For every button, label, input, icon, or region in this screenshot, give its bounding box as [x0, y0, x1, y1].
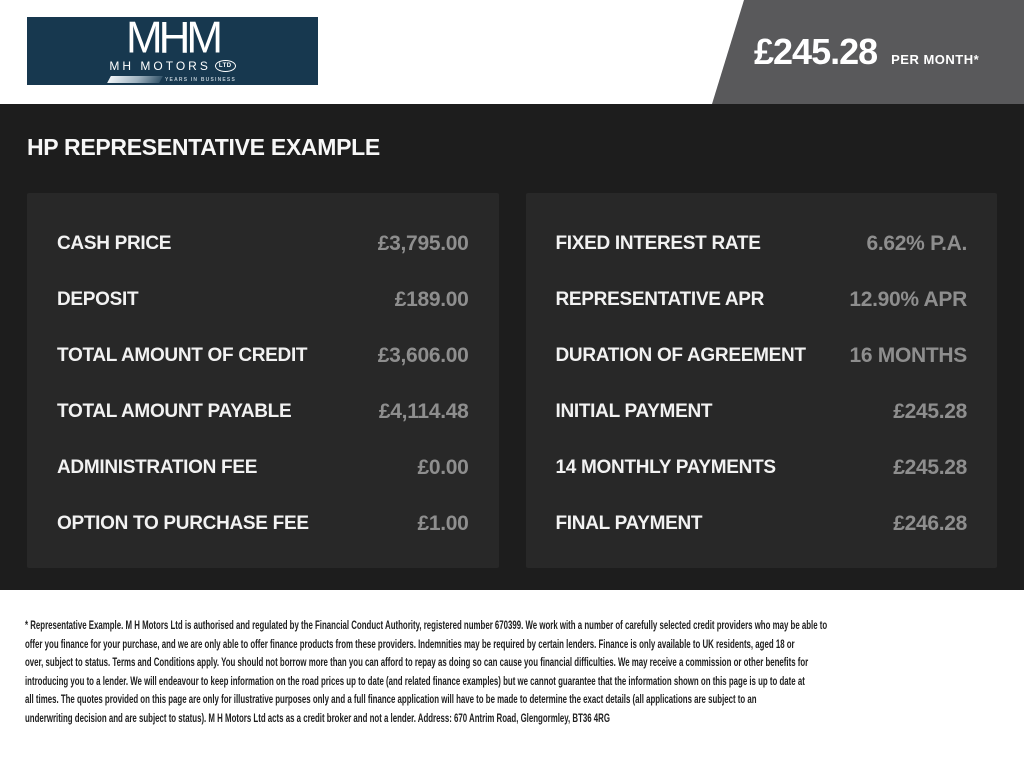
logo-subline: MH MOTORS LTD — [109, 59, 236, 73]
finance-row-label: TOTAL AMOUNT PAYABLE — [57, 401, 292, 422]
disclaimer-line: * Representative Example. M H Motors Ltd… — [25, 618, 828, 632]
header: MHM MH MOTORS LTD YEARS IN BUSINESS £245… — [0, 0, 1024, 104]
finance-row-value: £1.00 — [417, 512, 469, 535]
finance-row-value: 12.90% APR — [849, 288, 967, 311]
finance-row-value: £245.28 — [893, 456, 967, 479]
finance-row-label: FINAL PAYMENT — [555, 513, 703, 534]
logo-tagline-text: YEARS IN BUSINESS — [165, 76, 236, 83]
monthly-price: £245.28 — [754, 31, 878, 72]
page-title: HP REPRESENTATIVE EXAMPLE — [27, 134, 380, 160]
finance-row-purchase-fee: OPTION TO PURCHASE FEE £1.00 — [57, 496, 469, 552]
finance-row-final-payment: FINAL PAYMENT £246.28 — [556, 496, 968, 552]
disclaimer-line: offer you finance for your purchase, and… — [25, 636, 795, 651]
finance-row-label: INITIAL PAYMENT — [555, 401, 713, 422]
finance-panels: CASH PRICE £3,795.00 DEPOSIT £189.00 TOT… — [27, 193, 997, 568]
finance-row-label: OPTION TO PURCHASE FEE — [57, 513, 309, 534]
finance-row-cash-price: CASH PRICE £3,795.00 — [57, 216, 469, 272]
finance-row-label: CASH PRICE — [57, 233, 172, 254]
finance-row-monthly-payments: 14 MONTHLY PAYMENTS £245.28 — [556, 440, 968, 496]
finance-panel-left: CASH PRICE £3,795.00 DEPOSIT £189.00 TOT… — [27, 193, 499, 568]
finance-row-total-credit: TOTAL AMOUNT OF CREDIT £3,606.00 — [57, 328, 469, 384]
monthly-price-period: PER MONTH* — [891, 51, 980, 67]
finance-row-duration: DURATION OF AGREEMENT 16 MONTHS — [556, 328, 968, 384]
finance-row-label: 14 MONTHLY PAYMENTS — [555, 457, 777, 478]
logo-ltd-badge: LTD — [214, 60, 236, 72]
disclaimer-line: over, subject to status. Terms and Condi… — [25, 655, 809, 669]
disclaimer-line: introducing you to a lender. We will end… — [25, 673, 805, 688]
finance-row-label: FIXED INTEREST RATE — [555, 233, 761, 254]
disclaimer-section: * Representative Example. M H Motors Ltd… — [0, 590, 1024, 768]
finance-row-value: 6.62% P.A. — [866, 232, 967, 255]
logo-stripe-icon — [107, 76, 163, 83]
dealer-logo[interactable]: MHM MH MOTORS LTD YEARS IN BUSINESS — [27, 12, 318, 85]
finance-row-value: £245.28 — [893, 400, 967, 423]
finance-row-apr: REPRESENTATIVE APR 12.90% APR — [556, 272, 968, 328]
logo-tagline: YEARS IN BUSINESS — [107, 76, 236, 83]
finance-row-value: £3,606.00 — [377, 344, 469, 367]
finance-row-value: £3,795.00 — [377, 232, 469, 255]
finance-row-label: DEPOSIT — [57, 289, 139, 310]
finance-row-value: £246.28 — [893, 512, 967, 535]
finance-row-interest-rate: FIXED INTEREST RATE 6.62% P.A. — [556, 216, 968, 272]
finance-panel-right: FIXED INTEREST RATE 6.62% P.A. REPRESENT… — [525, 193, 997, 568]
finance-row-label: TOTAL AMOUNT OF CREDIT — [57, 345, 308, 366]
finance-row-initial-payment: INITIAL PAYMENT £245.28 — [556, 384, 968, 440]
disclaimer-line: all times. The quotes provided on this p… — [25, 692, 757, 706]
finance-row-value: £189.00 — [394, 288, 469, 311]
finance-row-deposit: DEPOSIT £189.00 — [57, 272, 469, 328]
finance-row-value: £4,114.48 — [378, 400, 469, 423]
disclaimer-line: underwriting decision and are subject to… — [25, 710, 610, 725]
finance-row-label: DURATION OF AGREEMENT — [555, 345, 807, 366]
price-banner: £245.28 PER MONTH* — [712, 0, 1024, 104]
finance-example-section: HP REPRESENTATIVE EXAMPLE CASH PRICE £3,… — [0, 104, 1024, 590]
finance-row-label: ADMINISTRATION FEE — [57, 457, 258, 478]
logo-company-name: MH MOTORS — [109, 59, 211, 73]
finance-row-value: 16 MONTHS — [849, 344, 968, 367]
logo-wordmark: MHM — [125, 12, 223, 63]
finance-row-total-payable: TOTAL AMOUNT PAYABLE £4,114.48 — [57, 384, 469, 440]
finance-row-value: £0.00 — [417, 456, 469, 479]
finance-row-admin-fee: ADMINISTRATION FEE £0.00 — [57, 440, 469, 496]
finance-row-label: REPRESENTATIVE APR — [555, 289, 765, 310]
